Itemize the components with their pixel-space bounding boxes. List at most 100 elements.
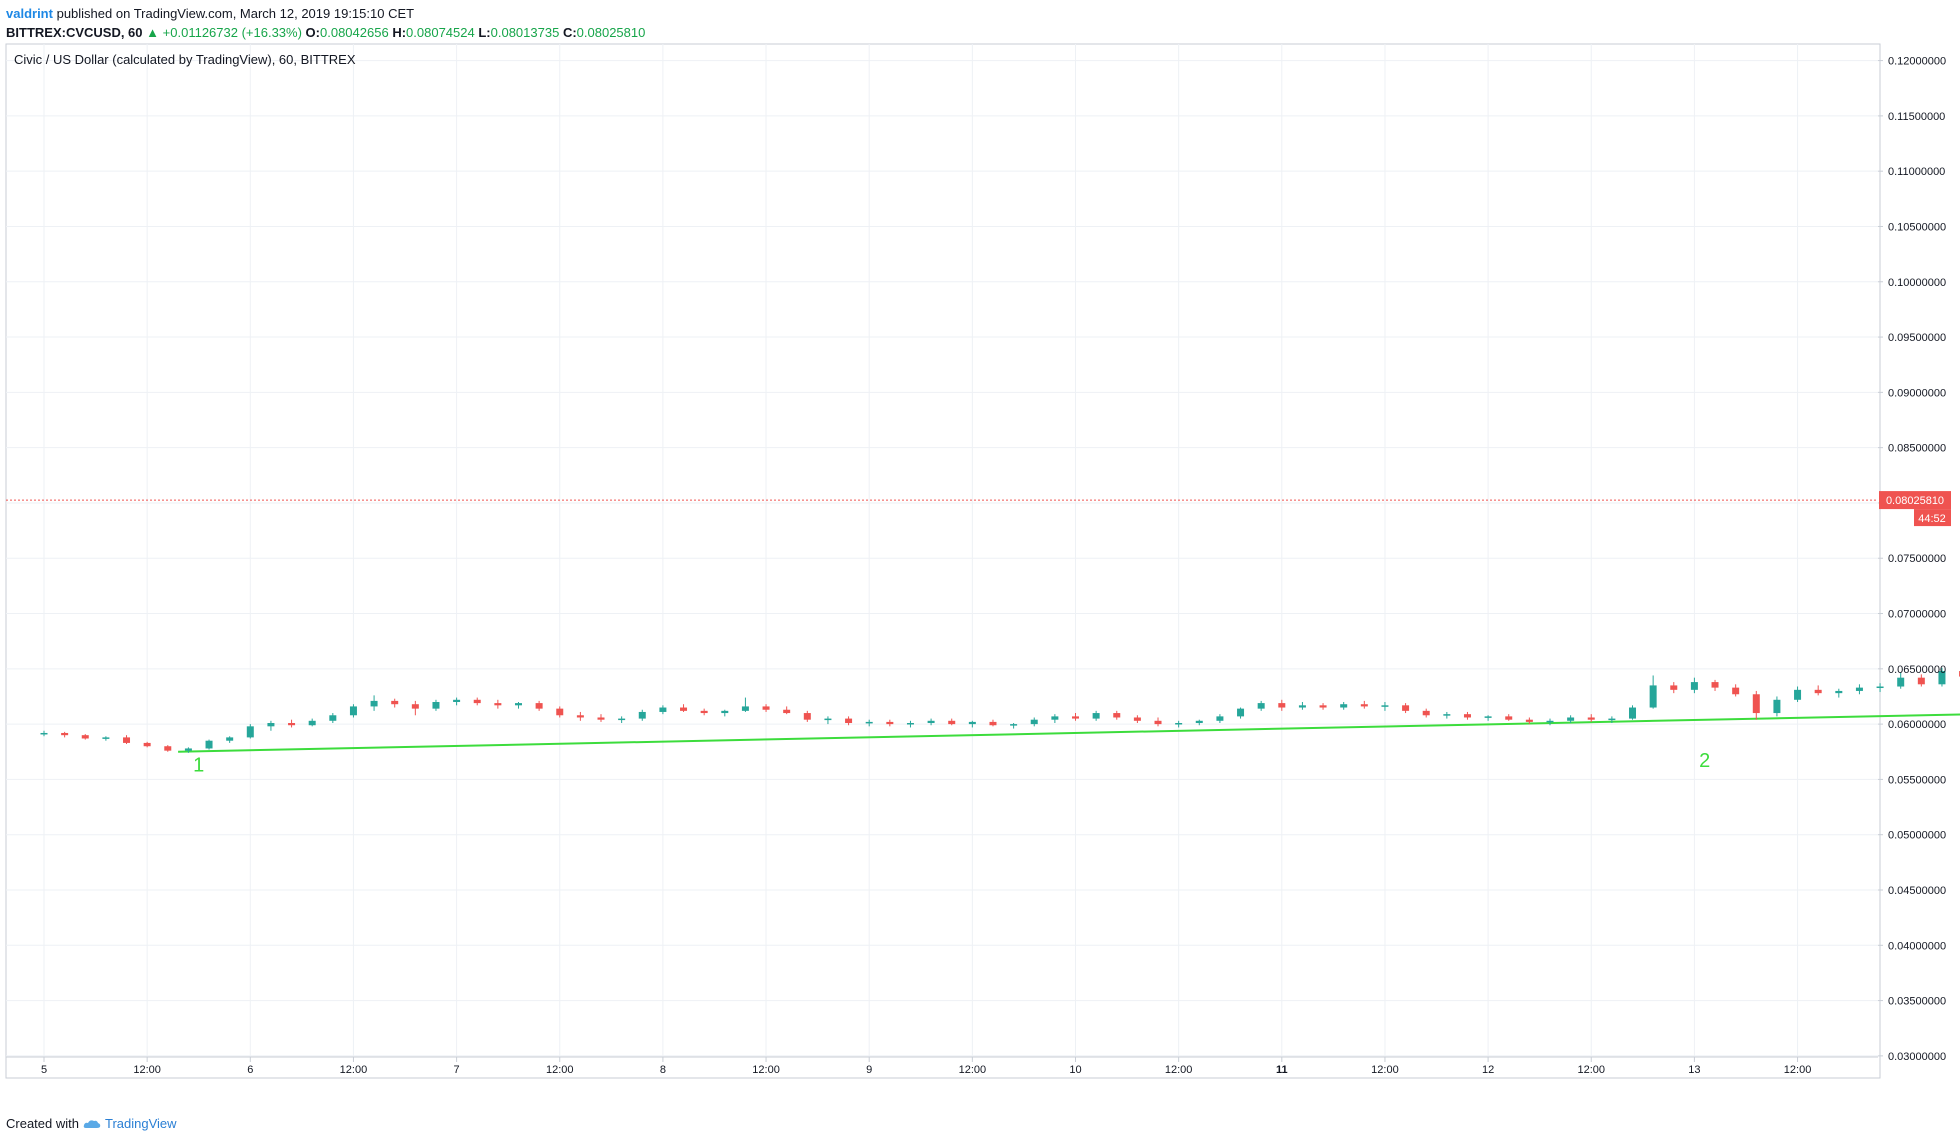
chart-grid <box>6 44 1878 1057</box>
low-label: L: <box>478 25 491 40</box>
candle-down <box>1752 694 1760 714</box>
candle-up <box>1298 705 1306 708</box>
candle-up <box>1051 716 1059 720</box>
y-tick-label: 0.04500000 <box>1888 885 1946 897</box>
candle-down <box>1422 710 1430 716</box>
candle-up <box>329 715 337 721</box>
candle-down <box>473 699 481 704</box>
tradingview-logo-icon <box>83 1119 101 1128</box>
close-value: 0.08025810 <box>576 25 646 40</box>
x-tick-label: 5 <box>41 1064 47 1076</box>
candle-up <box>1030 719 1038 725</box>
y-tick-label: 0.08500000 <box>1888 443 1946 455</box>
candle-down <box>680 707 688 711</box>
candles-layer <box>40 667 1960 753</box>
x-tick-label: 12:00 <box>546 1064 574 1076</box>
candle-down <box>1319 705 1327 708</box>
close-label: C: <box>562 25 577 40</box>
candle-down <box>803 713 811 720</box>
chart-title: Civic / US Dollar (calculated by Trading… <box>14 52 356 67</box>
candle-down <box>783 709 791 714</box>
candle-down <box>845 718 853 724</box>
candle-up <box>514 703 522 706</box>
candle-down <box>1587 717 1595 720</box>
y-tick-label: 0.09500000 <box>1888 332 1946 344</box>
candle-up <box>1340 704 1348 708</box>
candle-down <box>1917 677 1925 685</box>
candle-up <box>432 702 440 709</box>
y-tick-label: 0.11500000 <box>1888 111 1945 123</box>
y-tick-label: 0.03500000 <box>1888 996 1946 1008</box>
x-tick-label: 12:00 <box>1371 1064 1399 1076</box>
x-tick-label: 12:00 <box>752 1064 780 1076</box>
candle-up <box>824 718 832 721</box>
y-tick-label: 0.06500000 <box>1888 664 1946 676</box>
candle-up <box>184 748 192 751</box>
candle-up <box>1546 720 1554 723</box>
candle-down <box>411 704 419 709</box>
candle-up <box>1876 686 1884 689</box>
x-tick-label: 8 <box>660 1064 666 1076</box>
x-tick-label: 12:00 <box>133 1064 161 1076</box>
price-chart[interactable]: Civic / US Dollar (calculated by Trading… <box>0 0 1960 1110</box>
candle-down <box>1133 717 1141 721</box>
candle-up <box>205 740 213 749</box>
change-arrow-icon: ▲ <box>146 25 160 40</box>
candle-down <box>288 723 296 726</box>
candle-down <box>123 737 131 743</box>
created-with-text: Created with <box>6 1116 79 1131</box>
open-label: O: <box>305 25 320 40</box>
y-tick-label: 0.06000000 <box>1888 719 1946 731</box>
candle-up <box>927 720 935 724</box>
support-trendline <box>178 713 1960 753</box>
author-name[interactable]: valdrint <box>6 6 53 21</box>
candle-down <box>494 703 502 706</box>
candle-down <box>1072 716 1079 719</box>
candle-down <box>143 742 151 747</box>
candle-up <box>267 723 275 727</box>
candle-down <box>1670 685 1678 690</box>
y-tick-label: 0.10000000 <box>1888 277 1946 289</box>
candle-up <box>1195 720 1203 724</box>
x-tick-label: 6 <box>247 1064 253 1076</box>
candle-down <box>391 700 399 705</box>
ohlc-line: BITTREX:CVCUSD, 60 ▲ +0.01126732 (+16.33… <box>6 23 645 42</box>
candle-up <box>1773 699 1781 714</box>
candle-down <box>700 710 708 714</box>
candle-up <box>1855 687 1863 691</box>
touch-labels-layer: 123 <box>193 750 1710 777</box>
publish-line: valdrint published on TradingView.com, M… <box>6 4 645 23</box>
candle-down <box>989 721 997 726</box>
footer: Created with TradingView <box>6 1116 177 1131</box>
time-axis[interactable]: 5 12:00 6 12:00 7 12:00 8 12:00 9 12:00 10 12:00 11 1… <box>6 1056 1878 1076</box>
published-text: published on TradingView.com, March 12, … <box>56 6 415 21</box>
candle-up <box>1690 682 1698 690</box>
candle-up <box>659 707 667 712</box>
high-value: 0.08074524 <box>406 25 475 40</box>
candle-up <box>741 706 749 711</box>
price-axis[interactable]: 0.03000000 0.03500000 0.04000000 0.04500000… <box>1878 56 1946 1063</box>
candle-up <box>638 711 646 719</box>
x-tick-label: 11 <box>1276 1064 1288 1076</box>
candle-up <box>246 726 254 738</box>
candle-down <box>597 717 605 720</box>
candle-up <box>1938 671 1946 685</box>
x-tick-label: 10 <box>1069 1064 1081 1076</box>
touch-point-label: 1 <box>193 755 204 777</box>
candle-up <box>1608 718 1616 721</box>
y-tick-label: 0.12000000 <box>1888 56 1946 68</box>
x-tick-label: 13 <box>1688 1064 1700 1076</box>
candle-down <box>762 706 770 710</box>
tradingview-brand[interactable]: TradingView <box>104 1116 177 1131</box>
y-tick-label: 0.09000000 <box>1888 387 1946 399</box>
last-price-layer: 0.08025810 44:52 <box>6 491 1951 527</box>
candle-down <box>1505 716 1513 720</box>
trendline-layer <box>178 713 1960 753</box>
candle-down <box>1113 713 1121 718</box>
y-tick-label: 0.05500000 <box>1888 774 1946 786</box>
last-price-label: 0.08025810 <box>1886 495 1944 507</box>
candle-up <box>1175 723 1183 725</box>
candle-up <box>1237 708 1245 717</box>
candle-up <box>1794 689 1802 700</box>
y-tick-label: 0.10500000 <box>1888 221 1946 233</box>
